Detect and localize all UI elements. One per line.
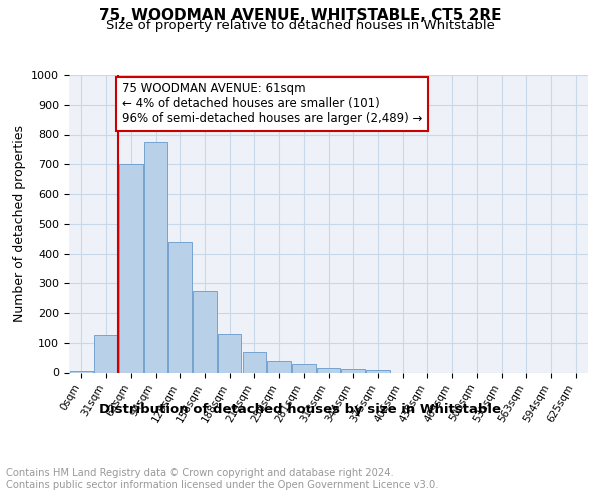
Bar xyxy=(119,164,143,372)
Text: Contains HM Land Registry data © Crown copyright and database right 2024.: Contains HM Land Registry data © Crown c… xyxy=(6,468,394,477)
Bar xyxy=(94,336,118,372)
Text: Contains public sector information licensed under the Open Government Licence v3: Contains public sector information licen… xyxy=(6,480,439,490)
Bar xyxy=(218,334,241,372)
Text: 75 WOODMAN AVENUE: 61sqm
← 4% of detached houses are smaller (101)
96% of semi-d: 75 WOODMAN AVENUE: 61sqm ← 4% of detache… xyxy=(122,82,422,126)
Bar xyxy=(169,242,192,372)
Y-axis label: Number of detached properties: Number of detached properties xyxy=(13,125,26,322)
Bar xyxy=(268,360,291,372)
Bar xyxy=(341,369,365,372)
Bar xyxy=(317,368,340,372)
Bar xyxy=(144,142,167,372)
Bar xyxy=(193,290,217,372)
Text: Distribution of detached houses by size in Whitstable: Distribution of detached houses by size … xyxy=(99,402,501,415)
Bar xyxy=(292,364,316,372)
Bar xyxy=(242,352,266,372)
Bar xyxy=(70,371,93,372)
Text: Size of property relative to detached houses in Whitstable: Size of property relative to detached ho… xyxy=(106,19,494,32)
Bar xyxy=(366,370,389,372)
Text: 75, WOODMAN AVENUE, WHITSTABLE, CT5 2RE: 75, WOODMAN AVENUE, WHITSTABLE, CT5 2RE xyxy=(99,8,501,22)
